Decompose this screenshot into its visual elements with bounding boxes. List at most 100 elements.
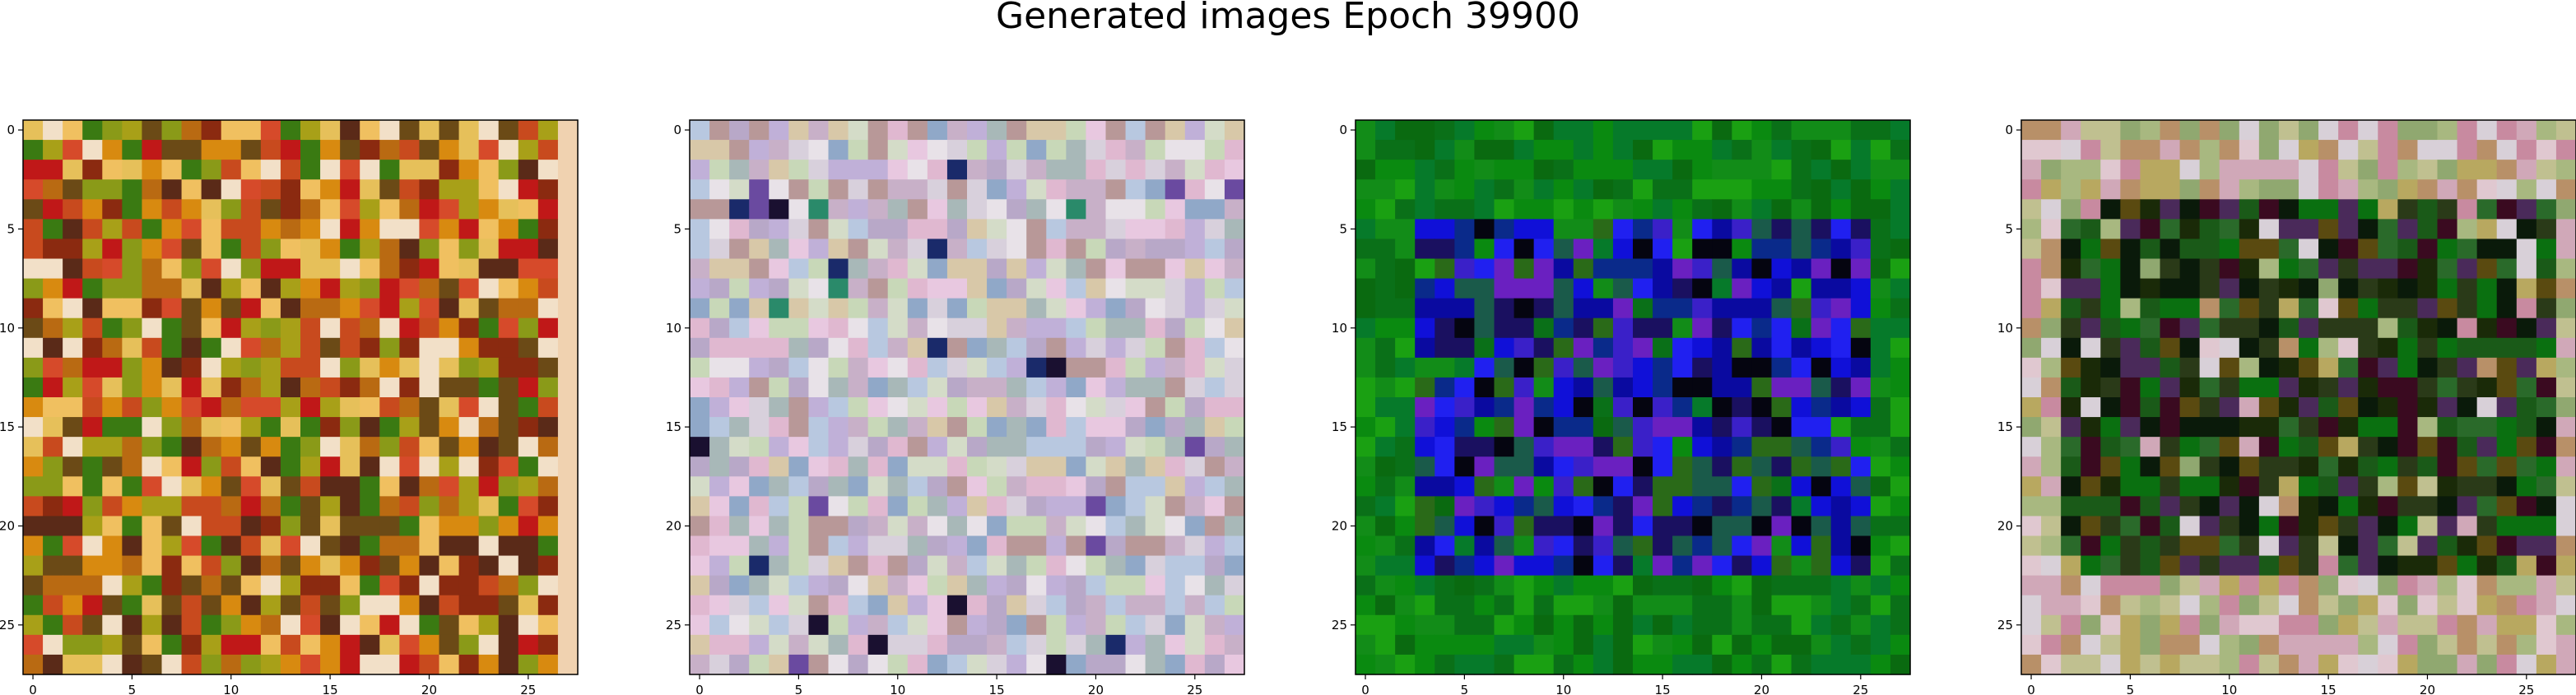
heatmap-cell (1573, 239, 1594, 260)
heatmap-cell (1593, 575, 1614, 596)
heatmap-cell (690, 634, 710, 656)
heatmap-cell (2318, 258, 2339, 280)
heatmap-cell (1494, 239, 1515, 260)
heatmap-cell (82, 377, 103, 398)
heatmap-cell (2199, 179, 2220, 200)
heatmap-cell (907, 417, 928, 438)
heatmap-cell (1145, 179, 1166, 200)
heatmap-cell (848, 575, 869, 596)
heatmap-cell (749, 634, 770, 656)
heatmap-cell (161, 258, 183, 280)
heatmap-cell (788, 614, 810, 636)
heatmap-cell (2318, 120, 2339, 141)
heatmap-cell (122, 357, 143, 378)
heatmap-cell (1514, 160, 1535, 180)
heatmap-cell (1145, 476, 1166, 497)
heatmap-cell (1184, 417, 1206, 438)
heatmap-cell (379, 496, 400, 517)
heatmap-cell (1375, 516, 1396, 537)
heatmap-cell (1494, 654, 1515, 675)
heatmap-cell (2120, 614, 2141, 636)
heatmap-cell (2278, 456, 2299, 477)
heatmap-cell (1830, 337, 1852, 359)
heatmap-cell (1434, 337, 1455, 359)
heatmap-cell (2239, 575, 2260, 596)
heatmap-cell (102, 357, 123, 378)
heatmap-cell (1415, 377, 1435, 398)
heatmap-cell (887, 239, 909, 260)
heatmap-cell (2179, 278, 2201, 299)
heatmap-cell (1454, 555, 1476, 577)
heatmap-cell (340, 595, 360, 616)
heatmap-cell (1692, 357, 1713, 378)
heatmap-cell (1633, 397, 1653, 418)
heatmap-cell (2417, 199, 2439, 220)
heatmap-cell (887, 120, 909, 141)
heatmap-cell (1612, 377, 1634, 398)
heatmap-cell (927, 397, 948, 418)
heatmap-cell (439, 317, 460, 339)
heatmap-cell (967, 160, 988, 180)
heatmap-cell (280, 614, 301, 636)
heatmap-cell (1850, 614, 1872, 636)
heatmap-cell (788, 397, 810, 418)
heatmap-cell (1672, 634, 1693, 656)
heatmap-cell (498, 179, 519, 200)
heatmap-cell (1026, 555, 1047, 577)
heatmap-cell (967, 258, 988, 280)
heatmap-cell (1474, 614, 1495, 636)
heatmap-cell (1692, 140, 1713, 160)
heatmap-cell (2299, 179, 2319, 200)
heatmap-cell (1204, 239, 1225, 260)
heatmap-cell (360, 337, 380, 359)
heatmap-cell (1573, 160, 1594, 180)
heatmap-cell (419, 120, 440, 141)
heatmap-cell (557, 654, 579, 675)
heatmap-cell (2120, 199, 2141, 220)
heatmap-cell (2081, 140, 2101, 160)
heatmap-cell (1086, 456, 1107, 477)
heatmap-cell (478, 140, 500, 160)
heatmap-cell (2041, 476, 2062, 497)
heatmap-cell (1026, 614, 1047, 636)
heatmap-cell (122, 634, 143, 656)
heatmap-cell (729, 298, 750, 319)
heatmap-cell (848, 555, 869, 577)
heatmap-cell (1672, 654, 1693, 675)
heatmap-cell (280, 120, 301, 141)
heatmap-cell (419, 654, 440, 675)
heatmap-cell (1712, 535, 1732, 557)
heatmap-cell (201, 377, 222, 398)
heatmap-cell (2555, 258, 2576, 280)
x-tick-label: 0 (2027, 683, 2035, 695)
heatmap-cell (1672, 397, 1693, 418)
heatmap-cell (1514, 575, 1535, 596)
heatmap-cell (2219, 160, 2240, 180)
heatmap-cell (1692, 595, 1713, 616)
heatmap-cell (2140, 120, 2161, 141)
heatmap-cell (260, 595, 281, 616)
heatmap-cell (221, 199, 242, 220)
heatmap-cell (1494, 535, 1515, 557)
heatmap-cell (1692, 535, 1713, 557)
heatmap-cell (2258, 160, 2280, 180)
heatmap-cell (2179, 239, 2201, 260)
heatmap-cell (887, 397, 909, 418)
heatmap-cell (828, 219, 849, 240)
heatmap-cell (907, 575, 928, 596)
heatmap-cell (43, 140, 63, 160)
heatmap-cell (1434, 634, 1455, 656)
heatmap-cell (1811, 417, 1832, 438)
heatmap-cell (987, 258, 1007, 280)
heatmap-cell (808, 496, 830, 517)
heatmap-cell (1184, 476, 1206, 497)
heatmap-cell (848, 298, 869, 319)
heatmap-cell (887, 654, 909, 675)
heatmap-cell (1086, 437, 1107, 457)
heatmap-cell (1830, 199, 1852, 220)
heatmap-cell (2258, 278, 2280, 299)
heatmap-cell (1375, 357, 1396, 378)
heatmap-cell (419, 555, 440, 577)
heatmap-cell (1415, 456, 1435, 477)
heatmap-cell (161, 437, 183, 457)
